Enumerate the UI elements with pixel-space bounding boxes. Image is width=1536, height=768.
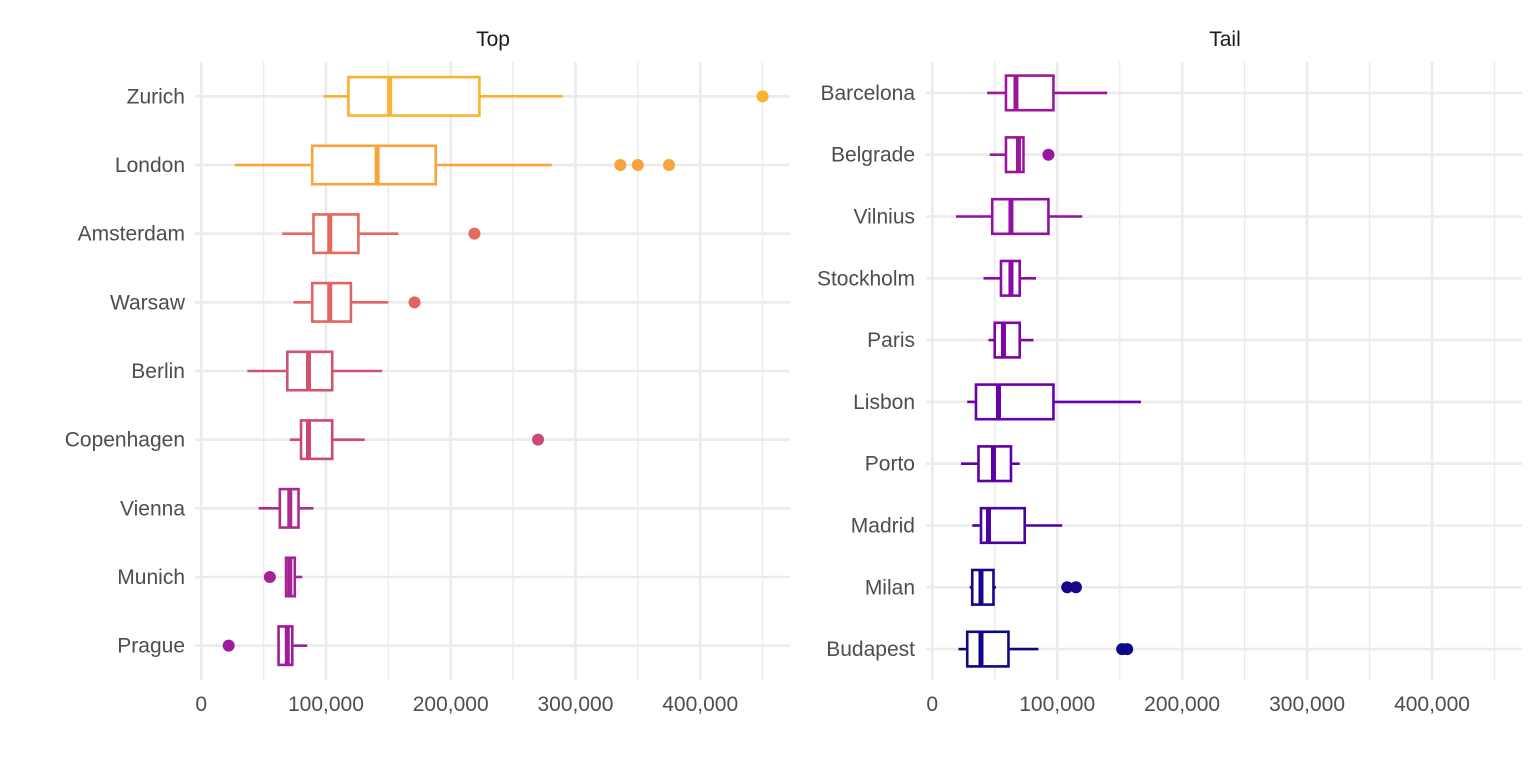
x-tick-label: 300,000: [1269, 693, 1345, 716]
outlier-point: [1121, 643, 1134, 656]
outlier-point: [756, 90, 769, 103]
boxplot-stockholm: [983, 259, 1036, 297]
category-label: Vilnius: [854, 206, 915, 229]
boxplot-barcelona: [987, 74, 1108, 112]
outlier-point: [614, 159, 627, 171]
category-label: Warsaw: [110, 291, 186, 314]
boxplot-belgrade: [989, 136, 1055, 174]
category-label: Prague: [117, 635, 185, 658]
boxplot-prague: [222, 625, 308, 667]
box: [965, 630, 1010, 668]
category-label: Munich: [117, 566, 185, 589]
x-tick-label: 400,000: [1394, 693, 1470, 716]
category-label: Lisbon: [853, 391, 915, 414]
boxplot-lisbon: [967, 383, 1141, 421]
outlier-point: [408, 296, 421, 309]
category-label: Madrid: [851, 515, 915, 538]
category-label: Paris: [867, 329, 915, 352]
boxplot-paris: [988, 321, 1034, 359]
box: [312, 213, 360, 255]
boxplot-copenhagen: [289, 419, 545, 461]
boxplot-vilnius: [955, 197, 1083, 236]
category-label: Belgrade: [831, 144, 915, 167]
boxplot-zurich: [323, 75, 769, 117]
category-label: Budapest: [826, 638, 915, 661]
category-label: Vienna: [120, 497, 185, 520]
box: [993, 321, 1022, 359]
category-label: London: [115, 154, 185, 177]
outlier-point: [532, 433, 545, 446]
box: [299, 419, 334, 461]
boxplot-munich: [263, 556, 303, 598]
category-label: Zurich: [127, 85, 185, 108]
boxplot-madrid: [972, 506, 1063, 545]
boxplot-budapest: [958, 630, 1134, 668]
panel-title: Tail: [1209, 28, 1241, 51]
boxplot-london: [234, 144, 676, 186]
x-tick-label: 200,000: [413, 693, 489, 716]
outlier-point: [222, 639, 235, 652]
category-label: Amsterdam: [78, 223, 185, 246]
x-tick-label: 100,000: [1019, 693, 1095, 716]
outlier-point: [631, 159, 644, 171]
box: [990, 197, 1050, 236]
boxplot-berlin: [247, 350, 383, 392]
boxplot-milan: [969, 568, 1082, 606]
outlier-point: [468, 227, 481, 240]
box: [1004, 74, 1055, 112]
box: [974, 383, 1055, 421]
panel-top: Top 0 100,000 200,000 300,000 400,000 Zurich Lo…: [65, 28, 790, 716]
category-label: Berlin: [131, 360, 185, 383]
box: [347, 75, 481, 117]
box: [310, 144, 438, 186]
outlier-point: [663, 159, 676, 171]
x-tick-label: 400,000: [662, 693, 738, 716]
x-tick-label: 100,000: [288, 693, 364, 716]
outlier-point: [1042, 148, 1055, 161]
boxplot-porto: [960, 445, 1020, 483]
x-tick-label: 200,000: [1144, 693, 1220, 716]
outlier-point: [1061, 581, 1074, 594]
boxplot-warsaw: [293, 281, 421, 323]
category-label: Porto: [865, 453, 915, 476]
category-label: Barcelona: [820, 82, 915, 105]
outlier-point: [263, 571, 276, 583]
boxplot-vienna: [258, 487, 314, 529]
panel-tail: Tail 0 100,000 200,000 300,000 400,000 Barcelo…: [817, 28, 1522, 716]
boxplot-amsterdam: [282, 213, 481, 255]
category-label: Milan: [865, 576, 915, 599]
outlier-point: [1069, 581, 1082, 594]
x-tick-label: 300,000: [537, 693, 613, 716]
category-label: Stockholm: [817, 267, 915, 290]
x-tick-label: 0: [195, 693, 207, 716]
x-tick-label: 0: [926, 693, 938, 716]
category-label: Copenhagen: [65, 429, 185, 452]
panel-title: Top: [476, 28, 510, 51]
